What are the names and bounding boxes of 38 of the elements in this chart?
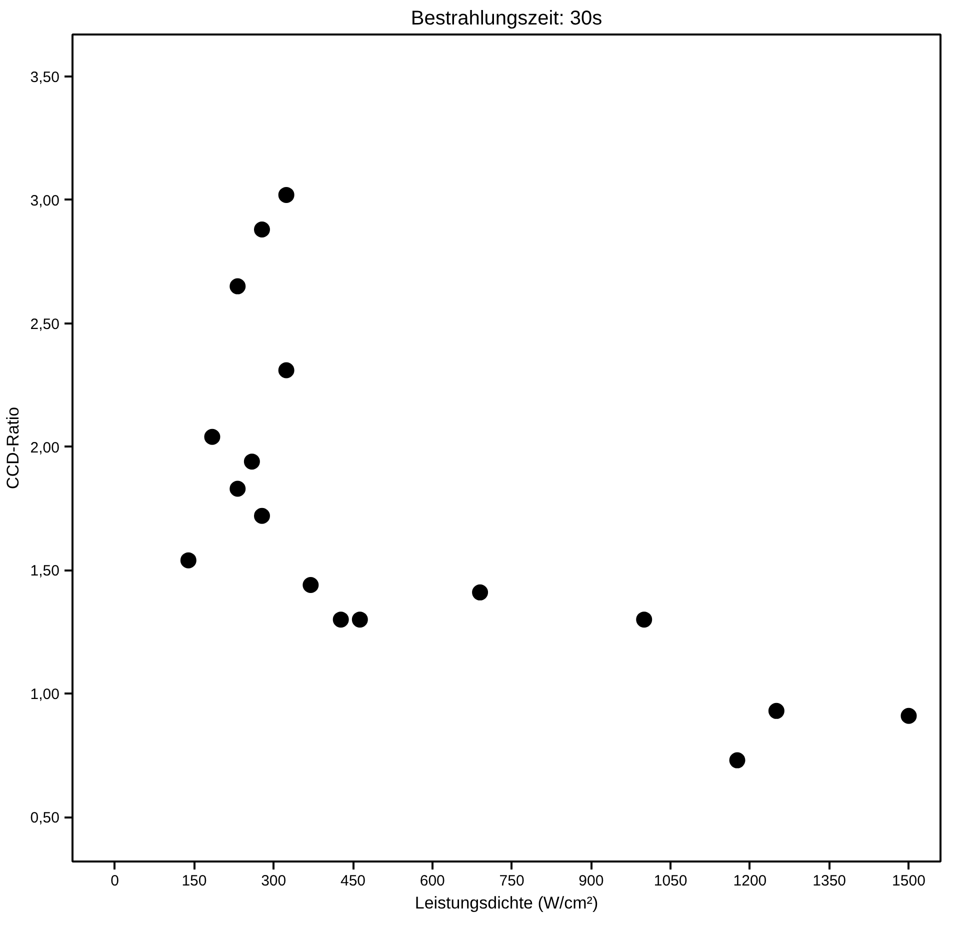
point [230, 278, 246, 294]
point [204, 428, 220, 445]
point [278, 362, 294, 378]
y-tick-label: 3,00 [30, 192, 60, 210]
y-tick-label: 1,50 [30, 562, 60, 580]
point [900, 708, 917, 724]
point [254, 222, 270, 238]
point [729, 752, 746, 768]
x-tick-label: 450 [340, 872, 366, 890]
x-tick-label: 1350 [812, 872, 846, 890]
x-tick-label: 750 [499, 872, 524, 890]
x-tick-label: 600 [420, 872, 445, 890]
point [278, 186, 294, 203]
x-tick-label: 1050 [654, 872, 688, 890]
y-axis-title: CCD-Ratio [3, 406, 22, 490]
point [180, 552, 196, 568]
x-tick-label: 150 [182, 872, 207, 890]
chart-title: Bestrahlungszeit: 30s [410, 8, 602, 30]
point [472, 584, 488, 600]
x-tick-label: 1500 [892, 872, 926, 890]
point [636, 612, 652, 628]
point [302, 577, 319, 593]
y-tick-label: 3,50 [30, 68, 60, 86]
x-tick-label: 0 [110, 872, 120, 890]
point [332, 612, 349, 628]
x-tick-label: 300 [261, 872, 286, 890]
point [768, 702, 784, 719]
x-tick-label: 900 [578, 872, 604, 890]
y-tick-label: 2,00 [30, 439, 60, 456]
point [352, 612, 368, 628]
x-tick-label: 1200 [733, 872, 767, 890]
point [254, 508, 270, 524]
point [230, 480, 246, 497]
point [244, 454, 260, 470]
y-tick-label: 2,50 [30, 316, 60, 333]
y-tick-label: 0,50 [30, 810, 60, 827]
y-tick-label: 1,00 [30, 686, 60, 704]
x-axis-title: Leistungsdichte (W/cm²) [414, 894, 598, 912]
